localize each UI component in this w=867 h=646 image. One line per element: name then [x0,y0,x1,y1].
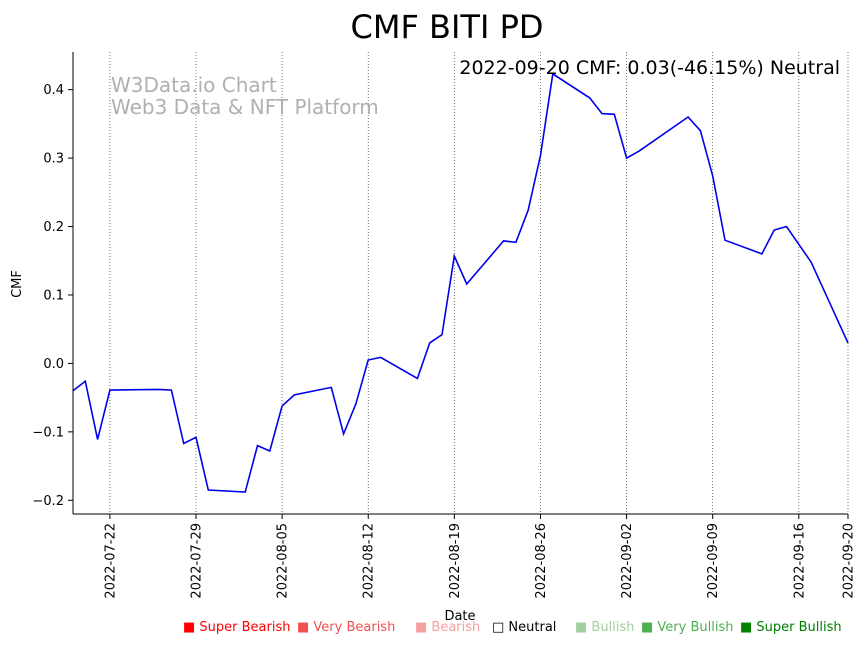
y-tick-label-4: 0.2 [43,220,64,235]
x-tick-label-6: 2022-09-02 [620,523,635,599]
x-tick-label-2: 2022-08-05 [276,523,291,599]
legend-item-2: ■ Bearish [415,620,481,635]
watermark-line-1: W3Data.io Chart [111,73,277,97]
x-tick-label-3: 2022-08-12 [362,523,377,599]
x-tick-label-4: 2022-08-19 [448,523,463,599]
legend-item-3: □ Neutral [492,620,557,635]
x-axis-label: Date [444,609,475,624]
legend-item-1: ■ Very Bearish [297,620,396,635]
legend-item-0: ■ Super Bearish [183,620,291,635]
x-axis-ticks: 2022-07-22 2022-07-29 2022-08-05 2022-08-12… [103,514,857,599]
axes [72,52,848,515]
x-tick-label-0: 2022-07-22 [103,523,118,599]
latest-value-annotation: 2022-09-20 CMF: 0.03(-46.15%) Neutral [459,57,840,79]
legend-item-4: ■ Bullish [575,620,635,635]
x-tick-label-7: 2022-09-09 [706,523,721,599]
y-tick-label-6: 0.4 [43,83,64,98]
legend-item-6: ■ Super Bullish [740,620,842,635]
grid-lines [109,52,849,514]
x-tick-label-9: 2022-09-20 [842,523,857,599]
watermark-line-2: Web3 Data & NFT Platform [111,95,379,119]
x-tick-label-8: 2022-09-16 [792,523,807,599]
y-tick-label-0: −0.2 [32,494,64,509]
y-tick-label-3: 0.1 [43,288,64,303]
x-tick-label-5: 2022-08-26 [534,523,549,599]
x-tick-label-1: 2022-07-29 [190,523,205,599]
chart-title: CMF BITI PD [350,8,543,46]
y-tick-label-2: 0.0 [43,357,64,372]
y-tick-label-5: 0.3 [43,152,64,167]
y-axis-label: CMF [10,270,25,298]
y-axis-ticks: −0.2 −0.1 0.0 0.1 0.2 0.3 0.4 [32,83,73,509]
y-tick-label-1: −0.1 [32,425,64,440]
legend-item-5: ■ Very Bullish [641,620,734,635]
cmf-series-line [72,72,849,493]
sentiment-legend: ■ Super Bearish ■ Very Bearish ■ Bearish □ … [183,620,863,640]
